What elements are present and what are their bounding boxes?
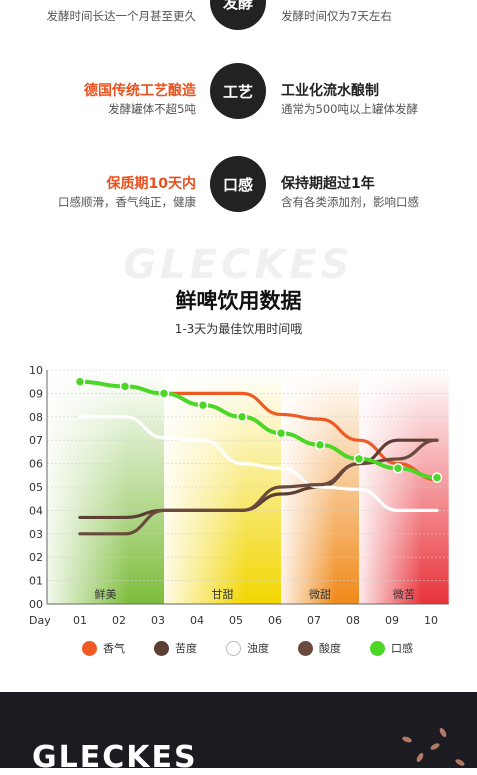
zone-label: 微苦 bbox=[393, 587, 415, 601]
x-tick-label: 07 bbox=[307, 614, 321, 627]
chart-title: 鲜啤饮用数据 bbox=[175, 289, 302, 313]
x-tick-label: 05 bbox=[229, 614, 243, 627]
fermentation-badge: 发酵 bbox=[210, 0, 266, 30]
brand-watermark: GLECKES bbox=[123, 242, 354, 288]
data-point bbox=[353, 453, 365, 465]
legend-swatch bbox=[226, 640, 241, 656]
x-tick-label: 06 bbox=[268, 614, 282, 627]
series-line-口感 bbox=[78, 379, 439, 480]
y-tick-label: 08 bbox=[29, 411, 43, 424]
x-tick-label: 10 bbox=[424, 614, 438, 627]
series-line-浊度 bbox=[78, 415, 439, 512]
zone-label: 甘甜 bbox=[212, 588, 234, 601]
y-tick-label: 02 bbox=[29, 551, 43, 564]
right-title: 工业化流水酿制 bbox=[281, 83, 379, 99]
x-tick-label: 04 bbox=[190, 614, 204, 627]
y-tick-label: 05 bbox=[29, 481, 43, 494]
chart-subtitle: 1-3天为最佳饮用时间哦 bbox=[174, 322, 303, 336]
legend-swatch bbox=[154, 640, 169, 656]
left-title: 德国传统工艺酿造 bbox=[84, 83, 196, 99]
footer-brand: GLECKES bbox=[32, 740, 198, 775]
data-point bbox=[236, 411, 248, 423]
legend-label: 酸度 bbox=[319, 642, 341, 655]
legend-label: 苦度 bbox=[175, 642, 197, 655]
data-point bbox=[158, 388, 170, 399]
legend-item: 香气 bbox=[82, 640, 154, 656]
data-point bbox=[392, 463, 404, 474]
x-tick-label: 01 bbox=[73, 614, 87, 627]
legend-item: 浊度 bbox=[226, 640, 298, 656]
left-subtitle: 发酵时间长达一个月甚至更久 bbox=[46, 9, 197, 23]
legend-item: 苦度 bbox=[154, 640, 226, 656]
taste-badge: 口感 bbox=[210, 156, 266, 212]
left-subtitle: 发酵罐体不超5吨 bbox=[108, 102, 196, 116]
data-point bbox=[197, 399, 209, 411]
right-title: 保持期超过1年 bbox=[281, 176, 375, 192]
legend-label: 香气 bbox=[103, 642, 125, 655]
y-tick-label: 09 bbox=[29, 387, 43, 400]
right-subtitle: 含有各类添加剂，影响口感 bbox=[281, 195, 419, 209]
legend-swatch bbox=[370, 640, 385, 656]
craft-badge: 工艺 bbox=[210, 63, 266, 119]
y-tick-label: 10 bbox=[29, 364, 43, 377]
data-point bbox=[275, 427, 287, 439]
footer-banner bbox=[0, 692, 477, 768]
data-point bbox=[314, 439, 326, 451]
zone-label: 鲜美 bbox=[95, 587, 117, 601]
x-tick-label: 09 bbox=[385, 614, 399, 627]
legend-swatch bbox=[82, 640, 97, 656]
series-line-酸度 bbox=[78, 438, 439, 536]
y-tick-label: 06 bbox=[29, 458, 43, 471]
y-tick-label: 01 bbox=[29, 575, 43, 588]
series-line-香气 bbox=[162, 391, 439, 482]
legend-label: 口感 bbox=[391, 642, 413, 655]
data-point bbox=[74, 376, 86, 387]
legend-swatch bbox=[298, 640, 313, 656]
line-chart: 鲜美 甘甜 微甜 微苦 00 01 02 03 04 05 06 07 08 09 10 Day 01 02 03 0… bbox=[29, 364, 449, 627]
zone-label: 微甜 bbox=[309, 587, 331, 601]
left-subtitle: 口感顺滑，香气纯正，健康 bbox=[58, 195, 196, 209]
y-tick-label: 03 bbox=[29, 528, 43, 541]
x-tick-label: 03 bbox=[151, 614, 165, 627]
chart-legend: 香气 苦度 浊度 酸度 口感 bbox=[82, 640, 442, 656]
x-tick-label: 02 bbox=[112, 614, 126, 627]
y-tick-label: 00 bbox=[29, 598, 43, 611]
legend-label: 浊度 bbox=[247, 642, 269, 655]
x-tick-label: 08 bbox=[346, 614, 360, 627]
series-line-苦度 bbox=[78, 438, 439, 520]
left-title: 保质期10天内 bbox=[106, 176, 196, 192]
data-point bbox=[431, 472, 443, 483]
data-point bbox=[119, 381, 131, 392]
right-subtitle: 发酵时间仅为7天左右 bbox=[281, 9, 392, 23]
y-tick-label: 04 bbox=[29, 504, 43, 517]
legend-item: 酸度 bbox=[298, 640, 370, 656]
y-tick-label: 07 bbox=[29, 434, 43, 447]
x-axis-label: Day bbox=[29, 614, 51, 627]
right-subtitle: 通常为500吨以上罐体发酵 bbox=[281, 102, 418, 116]
legend-item: 口感 bbox=[370, 640, 442, 656]
